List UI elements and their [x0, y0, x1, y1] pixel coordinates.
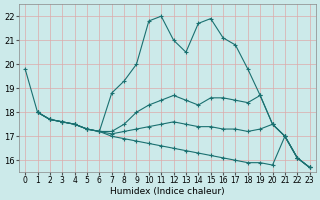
X-axis label: Humidex (Indice chaleur): Humidex (Indice chaleur): [110, 187, 225, 196]
